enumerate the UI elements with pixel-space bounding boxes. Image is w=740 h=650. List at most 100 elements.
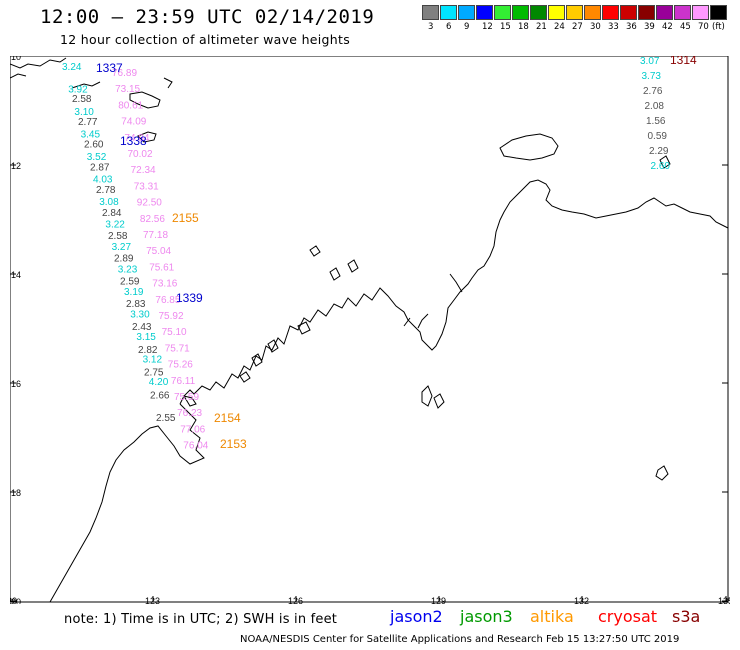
legend-swatch xyxy=(602,5,619,20)
longitude-label: 129 xyxy=(431,596,446,604)
track-value-east: 1.56 xyxy=(646,116,666,127)
track-value-gray: 2.89 xyxy=(114,254,134,265)
legend-swatch xyxy=(584,5,601,20)
latitude-label: -20 xyxy=(10,597,21,604)
track-value-gray: 2.55 xyxy=(156,413,176,424)
track-value-cyan: 3.22 xyxy=(105,220,125,231)
legend-swatch xyxy=(548,5,565,20)
track-value-cyan: 3.19 xyxy=(124,287,144,298)
track-value-pink: 73.15 xyxy=(115,84,140,95)
track-value-cyan: 3.15 xyxy=(136,332,156,343)
coastline-coastal-islands xyxy=(182,245,359,407)
pass-number-label: 1337 xyxy=(96,61,123,75)
track-value-east: 2.08 xyxy=(645,101,665,112)
legend-label: 9 xyxy=(464,22,470,32)
satellite-label-jason3: jason3 xyxy=(460,607,513,626)
track-value-gray: 2.78 xyxy=(96,185,116,196)
legend-label: 33 xyxy=(608,22,619,32)
track-value-gray: 2.59 xyxy=(120,276,140,287)
satellite-label-cryosat: cryosat xyxy=(598,607,658,626)
track-value-pink: 76.85 xyxy=(155,295,180,306)
track-value-pink: 75.10 xyxy=(162,327,187,338)
legend-label: 15 xyxy=(500,22,511,32)
latitude-label: -10 xyxy=(10,56,21,62)
longitude-labels: 120 123 126 129 132 135 xyxy=(10,596,730,604)
track-value-east: 3.07 xyxy=(640,56,660,67)
track-value-cyan: 3.24 xyxy=(62,62,82,73)
legend-label: 39 xyxy=(644,22,655,32)
legend-label: 45 xyxy=(680,22,691,32)
track-value-gray: 2.60 xyxy=(84,140,104,151)
track-value-pink: 74.84 xyxy=(124,133,149,144)
legend-swatch xyxy=(512,5,529,20)
track-value-cyan: 3.27 xyxy=(112,242,132,253)
track-value-gray: 2.58 xyxy=(108,231,128,242)
track-value-gray: 2.84 xyxy=(102,208,122,219)
longitude-label: 135 xyxy=(718,596,730,604)
credit-line: NOAA/NESDIS Center for Satellite Applica… xyxy=(240,634,680,645)
coastline-islands xyxy=(421,155,671,481)
legend-label: 18 xyxy=(518,22,529,32)
legend-label: 30 xyxy=(590,22,601,32)
pass-number-labels: 1337 1338 1339 2155 2154 2153 1314 xyxy=(96,56,697,451)
legend-swatch xyxy=(656,5,673,20)
track-value-gray: 2.43 xyxy=(132,322,152,333)
coastline-melville-island xyxy=(499,133,559,161)
longitude-label: 126 xyxy=(288,596,303,604)
satellite-label-jason2: jason2 xyxy=(390,607,443,626)
track-value-gray: 2.82 xyxy=(138,345,158,356)
legend-swatch xyxy=(530,5,547,20)
legend-swatch xyxy=(638,5,655,20)
track-value-cyan: 4.03 xyxy=(93,175,113,186)
track-value-pink: 75.59 xyxy=(174,392,199,403)
track-value-pink: 76.23 xyxy=(177,408,202,419)
legend-label: 27 xyxy=(572,22,583,32)
latitude-labels: -10 -12 -14 -16 -18 -20 xyxy=(10,56,21,604)
track-value-pink: 80.61 xyxy=(118,100,143,111)
longitude-label: 123 xyxy=(145,596,160,604)
track-value-east: 0.59 xyxy=(648,131,668,142)
legend-swatch xyxy=(458,5,475,20)
legend-label: 12 xyxy=(482,22,493,32)
altimeter-map: -10 -12 -14 -16 -18 -20 120 123 126 129 132 135 3.… xyxy=(10,56,730,604)
latitude-label: -12 xyxy=(10,161,21,171)
coastline-west-coast xyxy=(49,403,205,603)
track-value-east: 2.29 xyxy=(649,146,669,157)
track-value-pink: 82.56 xyxy=(140,214,165,225)
track-value-cyan: 3.52 xyxy=(87,152,107,163)
track-value-pink: 92.50 xyxy=(137,198,162,209)
pass-number-label: 1339 xyxy=(176,291,203,305)
track-value-cyan: 4.20 xyxy=(149,377,169,388)
track-value-cyan: 3.45 xyxy=(81,130,101,141)
track-value-cyan: 3.10 xyxy=(74,107,94,118)
track-value-gray: 2.87 xyxy=(90,162,110,173)
pass-number-label: 1314 xyxy=(670,56,697,67)
track-value-pink: 75.92 xyxy=(159,311,184,322)
legend-label: 6 xyxy=(446,22,452,32)
coastline-bay-east xyxy=(403,273,463,329)
legend-swatch xyxy=(494,5,511,20)
satellite-label-altika: altika xyxy=(530,607,574,626)
legend-label: 21 xyxy=(536,22,547,32)
color-legend-labels: 3 6 9 12 15 18 21 24 27 30 33 36 39 42 45 70 (ft) xyxy=(422,22,740,34)
pass-number-label: 2155 xyxy=(172,211,199,225)
track-value-pink: 76.11 xyxy=(171,376,196,387)
coastline-australia-north xyxy=(179,179,729,405)
track-value-pink: 73.16 xyxy=(152,279,177,290)
legend-label: (ft) xyxy=(712,22,725,32)
track-value-gray: 2.66 xyxy=(150,390,170,401)
track-value-gray: 2.75 xyxy=(144,368,164,379)
track-value-pink: 75.04 xyxy=(146,246,171,257)
legend-label: 36 xyxy=(626,22,637,32)
track-value-gray: 2.58 xyxy=(72,94,92,105)
track-value-pink: 70.02 xyxy=(128,149,153,160)
legend-swatch xyxy=(710,5,727,20)
legend-swatch xyxy=(566,5,583,20)
legend-swatch xyxy=(422,5,439,20)
track-value-pink: 73.31 xyxy=(134,181,159,192)
longitude-label: 132 xyxy=(574,596,589,604)
legend-label: 3 xyxy=(428,22,434,32)
track-value-east: 2.76 xyxy=(643,86,663,97)
latitude-label: -14 xyxy=(10,270,21,280)
